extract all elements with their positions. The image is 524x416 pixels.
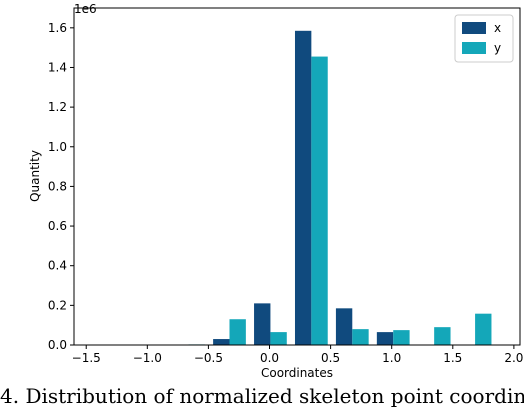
x-axis-title: Coordinates bbox=[261, 366, 333, 380]
legend: x y bbox=[454, 14, 514, 63]
bar-x-7 bbox=[376, 332, 394, 345]
x-tick-label: 0.0 bbox=[260, 351, 279, 365]
x-axis: −1.5 −1.0 −0.5 0.0 0.5 1.0 1.5 2.0 bbox=[72, 345, 523, 365]
y-tick-label: 1.6 bbox=[48, 21, 67, 35]
x-tick-label: 2.0 bbox=[504, 351, 523, 365]
x-tick-label: 1.0 bbox=[382, 351, 401, 365]
histogram-chart: −1.5 −1.0 −0.5 0.0 0.5 1.0 1.5 2.0 0.0 0.2 0.4 0.6… bbox=[28, 2, 523, 380]
x-tick-label: 1.5 bbox=[443, 351, 462, 365]
bar-y-5 bbox=[311, 56, 328, 345]
plot-frame bbox=[73, 7, 521, 346]
bar-y-8 bbox=[434, 327, 451, 345]
y-tick-label: 0.6 bbox=[48, 219, 67, 233]
bar-x-3 bbox=[213, 339, 230, 345]
legend-swatch-x bbox=[462, 22, 486, 34]
legend-label-x: x bbox=[494, 21, 501, 35]
bar-x-4 bbox=[254, 303, 271, 345]
x-tick-label: 0.5 bbox=[321, 351, 340, 365]
bar-y-7 bbox=[393, 330, 410, 345]
bar-y-4 bbox=[270, 332, 287, 345]
y-tick-label: 1.2 bbox=[48, 100, 67, 114]
y-tick-label: 0.0 bbox=[48, 338, 67, 352]
bar-x-6 bbox=[335, 308, 353, 345]
bar-x-5 bbox=[294, 30, 312, 346]
y-tick-label: 0.8 bbox=[48, 179, 67, 193]
x-tick-label: −0.5 bbox=[194, 351, 223, 365]
bars-group bbox=[172, 30, 492, 346]
y-axis: 0.0 0.2 0.4 0.6 0.8 1.0 1.2 1.4 1.6 bbox=[48, 21, 74, 352]
x-tick-label: −1.0 bbox=[133, 351, 162, 365]
bar-y-3 bbox=[229, 319, 246, 345]
y-scale-label: 1e6 bbox=[74, 2, 97, 16]
x-tick-label: −1.5 bbox=[72, 351, 101, 365]
y-tick-label: 1.4 bbox=[48, 60, 67, 74]
y-tick-label: 0.4 bbox=[48, 259, 67, 273]
legend-swatch-y bbox=[462, 42, 486, 54]
y-axis-title: Quantity bbox=[28, 150, 42, 202]
y-tick-label: 1.0 bbox=[48, 140, 67, 154]
bar-y-9 bbox=[475, 313, 492, 345]
legend-label-y: y bbox=[494, 41, 501, 55]
bar-y-6 bbox=[352, 329, 369, 345]
figure-caption: 4. Distribution of normalized skeleton p… bbox=[0, 384, 524, 408]
y-tick-label: 0.2 bbox=[48, 298, 67, 312]
